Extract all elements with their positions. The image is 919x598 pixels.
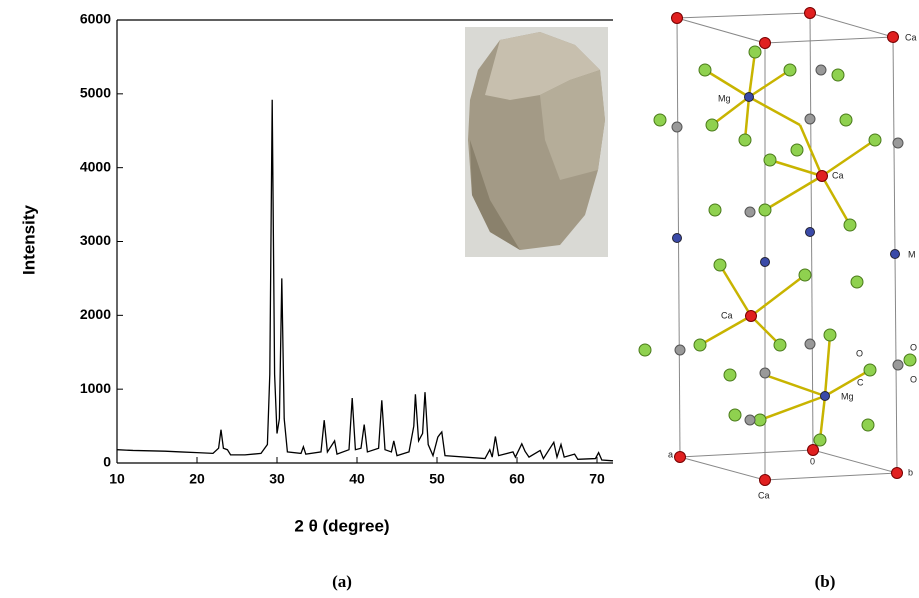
atom-label: O: [910, 342, 917, 352]
x-tick-label: 60: [509, 471, 525, 487]
atom-label: C: [857, 377, 864, 387]
atom-label: Ca: [905, 32, 917, 42]
atom-label: Ca: [832, 170, 844, 180]
atom-label: b: [908, 467, 913, 477]
x-axis-title: 2 θ (degree): [294, 516, 389, 535]
crystal-structure: [622, 0, 919, 505]
y-axis-title: Intensity: [19, 205, 38, 275]
atom-label: Mg: [841, 391, 854, 401]
x-tick-label: 10: [109, 471, 125, 487]
xrd-line: [116, 99, 614, 462]
y-tick-label: 0: [103, 454, 111, 470]
y-tick-label: 5000: [80, 85, 111, 101]
x-tick-label: 70: [589, 471, 605, 487]
panel-label: (b): [815, 572, 836, 591]
y-tick-label: 1000: [80, 380, 111, 396]
x-tick-label: 30: [269, 471, 285, 487]
x-tick-label: 20: [189, 471, 205, 487]
structure-labels: Ca Mg Ca M Ca O C O O Mg a 0 b Ca: [668, 32, 917, 500]
atom-label: Ca: [758, 490, 770, 500]
atom-label: Mg: [718, 93, 731, 103]
y-tick-label: 3000: [80, 232, 111, 248]
rock-photo: [465, 27, 608, 257]
atom-label: a: [668, 449, 673, 459]
atom-label: O: [910, 374, 917, 384]
y-tick-label: 2000: [80, 306, 111, 322]
atom-label: Ca: [721, 310, 733, 320]
x-tick-label: 50: [429, 471, 445, 487]
y-tick-label: 4000: [80, 158, 111, 174]
atom-label: O: [856, 348, 863, 358]
panel-label: (a): [332, 572, 352, 591]
atom-label: 0: [810, 456, 815, 466]
atom-label: M: [908, 249, 916, 259]
x-tick-label: 40: [349, 471, 365, 487]
y-tick-label: 6000: [80, 11, 111, 27]
